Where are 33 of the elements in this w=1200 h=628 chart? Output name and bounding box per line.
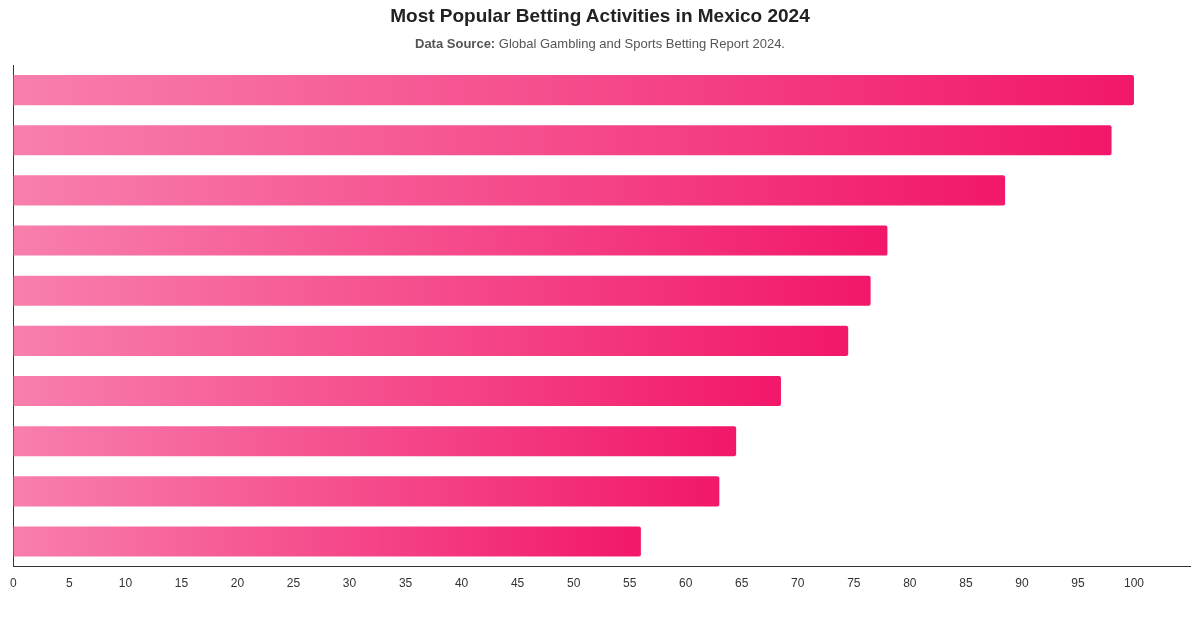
x-tick-label: 15 xyxy=(174,576,189,591)
x-tick-label: 40 xyxy=(454,576,469,591)
x-tick-label: 75 xyxy=(847,576,861,591)
x-tick-label: 100 xyxy=(1123,576,1145,591)
x-tick-label: 45 xyxy=(510,576,525,591)
bar xyxy=(13,476,720,507)
bar xyxy=(13,75,1134,106)
x-tick-label: 35 xyxy=(398,576,413,591)
bar xyxy=(13,375,781,407)
x-tick-label: 60 xyxy=(679,576,693,591)
bar xyxy=(13,225,888,256)
bar xyxy=(13,175,1006,206)
bar xyxy=(13,426,737,457)
x-tick-label: 25 xyxy=(286,576,301,591)
x-tick-label: 65 xyxy=(735,576,749,591)
x-tick-label: 0 xyxy=(9,576,17,591)
chart-title: Most Popular Betting Activities in Mexico 2024 xyxy=(389,5,811,27)
x-tick-label: 70 xyxy=(791,576,805,591)
x-tick-label: 20 xyxy=(230,576,245,591)
x-tick-label: 30 xyxy=(342,576,357,591)
x-tick-label: 50 xyxy=(566,576,581,591)
x-tick-label: 80 xyxy=(903,576,917,591)
x-tick-label: 5 xyxy=(66,576,74,591)
bar xyxy=(13,275,871,306)
x-tick-label: 10 xyxy=(118,576,133,591)
x-tick-label: 95 xyxy=(1071,576,1085,591)
x-tick-label: 55 xyxy=(623,576,637,591)
bar xyxy=(13,325,849,356)
chart-subtitle: Data Source: Global Gambling and Sports Betting Report 2024. xyxy=(415,36,785,51)
bar xyxy=(13,125,1112,156)
bar xyxy=(13,526,641,557)
x-tick-label: 85 xyxy=(959,576,973,591)
x-tick-label: 90 xyxy=(1015,576,1029,591)
